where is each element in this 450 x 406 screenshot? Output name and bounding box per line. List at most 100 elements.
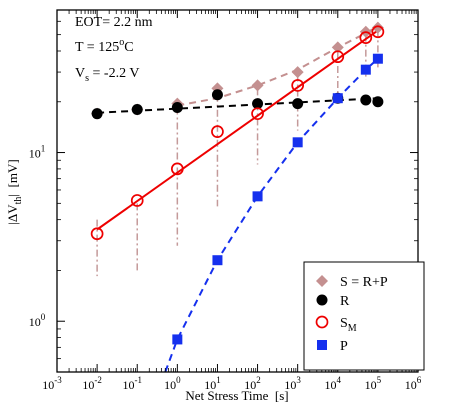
y-tick-label-exp-0: 0 xyxy=(41,312,46,322)
x-tick-label-base-7: 10 xyxy=(325,378,337,392)
legend-label-s-r-p: S = R+P xyxy=(340,275,388,290)
x-axis-title-text: Net Stress Time xyxy=(185,388,268,403)
legend-marker-s-r-p xyxy=(316,275,328,287)
series-r-point-3 xyxy=(211,89,223,101)
annotation-temperature-sup: o xyxy=(119,37,124,48)
legend-label-p: P xyxy=(340,339,348,354)
legend-marker-s-m xyxy=(315,315,329,329)
annotation-temperature: T = 125oC xyxy=(75,37,134,55)
series-s-m-point-4 xyxy=(251,107,264,121)
x-tick-label-exp-3: 0 xyxy=(176,375,181,385)
legend-label-r: R xyxy=(340,294,350,309)
legend-marker-p xyxy=(317,340,327,350)
annotation-temperature-unit: C xyxy=(124,40,133,55)
annotation-temperature-main: T = 125 xyxy=(75,40,119,55)
y-axis-title-prefix: |ΔV xyxy=(5,204,20,225)
legend-marker-r xyxy=(316,294,328,306)
legend-label-main-p: P xyxy=(340,339,348,354)
x-tick-label-0: 10-3 xyxy=(42,375,62,392)
series-s-m-point-6 xyxy=(331,50,345,64)
x-tick-label-1: 10-2 xyxy=(82,375,102,392)
y-tick-label-base-1: 10 xyxy=(29,147,41,161)
x-tick-label-base-5: 10 xyxy=(244,378,256,392)
x-tick-label-6: 103 xyxy=(284,375,301,392)
series-s-r-p-point-5 xyxy=(291,66,304,79)
x-tick-label-exp-9: 6 xyxy=(417,375,422,385)
x-tick-label-exp-2: -1 xyxy=(134,375,142,385)
legend-label-main-r: R xyxy=(340,294,350,309)
series-s-m-point-1 xyxy=(130,194,144,207)
y-tick-label-exp-1: 1 xyxy=(41,144,46,154)
series-p-point-4 xyxy=(332,93,343,104)
annotation-vs-main: V xyxy=(75,66,85,81)
x-tick-label-9: 106 xyxy=(405,375,422,392)
series-p-fit-line xyxy=(164,57,379,372)
x-tick-label-7: 104 xyxy=(325,375,342,392)
legend-label-main-s-m: S xyxy=(340,316,348,331)
x-tick-label-base-4: 10 xyxy=(204,378,216,392)
series-p-point-5 xyxy=(360,64,371,75)
annotation-vs: Vs = -2.2 V xyxy=(75,66,139,84)
x-tick-label-base-2: 10 xyxy=(122,378,134,392)
series-s-r-p-point-4 xyxy=(251,79,264,92)
x-tick-label-4: 101 xyxy=(204,375,221,392)
x-tick-label-base-3: 10 xyxy=(164,378,176,392)
plot-clipped-group xyxy=(90,21,385,372)
series-p-point-0 xyxy=(172,334,183,345)
legend-label-s-m: SM xyxy=(340,316,357,334)
series-p-point-3 xyxy=(292,137,303,148)
series-r-point-2 xyxy=(171,101,183,113)
y-axis-title-suffix: | xyxy=(5,194,20,197)
x-tick-label-exp-8: 5 xyxy=(377,375,382,385)
plot-layer xyxy=(90,21,385,372)
x-tick-label-exp-6: 3 xyxy=(296,375,301,385)
x-tick-label-5: 102 xyxy=(244,375,260,392)
series-p-point-2 xyxy=(252,191,263,202)
y-tick-label-0: 100 xyxy=(29,312,46,329)
x-tick-label-exp-7: 4 xyxy=(337,375,342,385)
legend-label-sub-s-m: M xyxy=(348,323,357,334)
x-tick-label-exp-5: 2 xyxy=(256,375,261,385)
x-tick-label-8: 105 xyxy=(365,375,382,392)
legend-label-main-s-r-p: S = R+P xyxy=(340,275,388,290)
series-r-point-4 xyxy=(252,98,264,110)
series-s-m-point-5 xyxy=(291,79,305,92)
y-axis-title-sub: th xyxy=(13,197,24,205)
x-tick-label-base-8: 10 xyxy=(365,378,377,392)
y-axis-title-text: |ΔVth| [mV] xyxy=(5,159,24,224)
series-p-point-1 xyxy=(212,255,223,266)
y-axis-title: |ΔVth| [mV] xyxy=(5,159,24,224)
series-r-point-8 xyxy=(372,96,384,108)
x-tick-label-base-9: 10 xyxy=(405,378,417,392)
series-s-r-p-point-6 xyxy=(331,41,344,54)
series-s-r-p-point-8 xyxy=(371,21,384,34)
x-tick-label-base-1: 10 xyxy=(82,378,94,392)
series-s-m-point-8 xyxy=(371,25,385,39)
plot-frame xyxy=(56,9,419,373)
x-tick-label-exp-1: -2 xyxy=(94,375,102,385)
series-s-m-fit-line xyxy=(96,29,379,231)
x-tick-label-2: 10-1 xyxy=(122,375,142,392)
series-s-m-point-3 xyxy=(211,125,224,139)
x-tick-label-base-0: 10 xyxy=(42,378,54,392)
series-r-fit-line xyxy=(97,97,378,114)
series-r-point-7 xyxy=(360,94,372,106)
series-s-m-point-0 xyxy=(90,227,104,241)
y-tick-label-1: 101 xyxy=(29,144,46,161)
series-s-m-point-7 xyxy=(359,31,373,44)
series-p-point-6 xyxy=(372,53,383,64)
y-tick-label-base-0: 10 xyxy=(29,315,41,329)
series-r-point-5 xyxy=(292,98,304,110)
x-axis-title-unit: [s] xyxy=(275,388,289,403)
series-r-point-1 xyxy=(131,103,143,115)
annotation-vs-value: = -2.2 V xyxy=(89,66,139,81)
x-tick-label-exp-4: 1 xyxy=(216,375,221,385)
x-tick-label-3: 100 xyxy=(164,375,181,392)
y-axis-title-unit: [mV] xyxy=(5,159,20,187)
series-s-m-point-2 xyxy=(170,162,184,176)
x-tick-label-base-6: 10 xyxy=(284,378,296,392)
annotation-eot: EOT= 2.2 nm xyxy=(75,15,153,30)
